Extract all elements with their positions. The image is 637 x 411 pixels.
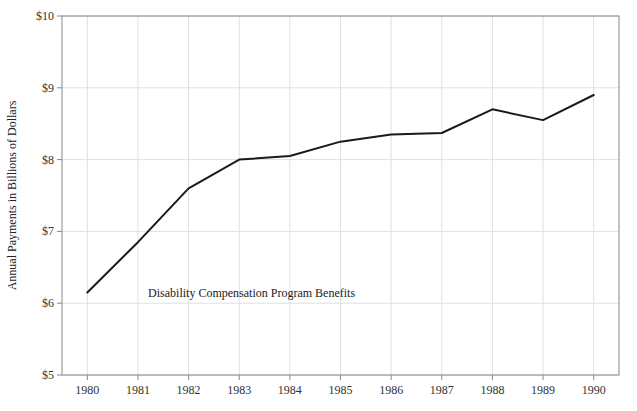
y-tick-label: $6 [42,296,54,310]
x-tick-label: 1987 [430,383,454,397]
chart: $5$6$7$8$9$10198019811982198319841985198… [0,0,637,411]
x-tick [137,375,138,380]
x-tick [340,375,341,380]
x-grid-line [593,16,594,375]
x-grid-line [289,16,290,375]
x-tick [441,375,442,380]
x-grid-line [492,16,493,375]
x-grid-line [543,16,544,375]
x-tick [289,375,290,380]
x-tick-label: 1985 [329,383,353,397]
x-tick-label: 1983 [227,383,251,397]
x-tick-label: 1990 [582,383,606,397]
grid [62,16,619,375]
x-tick-label: 1981 [126,383,150,397]
x-tick-label: 1986 [379,383,403,397]
x-tick [593,375,594,380]
x-tick-label: 1982 [177,383,201,397]
x-tick [391,375,392,380]
x-tick-label: 1980 [75,383,99,397]
x-grid-line [441,16,442,375]
y-tick-label: $9 [42,81,54,95]
x-grid-line [239,16,240,375]
y-tick [57,159,62,160]
y-tick [57,375,62,376]
y-tick [57,16,62,17]
data-line [87,95,593,292]
y-tick-label: $10 [36,9,54,23]
x-tick [492,375,493,380]
y-tick [57,303,62,304]
chart-container: $5$6$7$8$9$10198019811982198319841985198… [0,0,637,411]
x-tick [188,375,189,380]
x-tick [87,375,88,380]
x-grid-line [188,16,189,375]
x-tick [239,375,240,380]
x-grid-line [340,16,341,375]
annotation: Disability Compensation Program Benefits [148,286,355,300]
x-grid-line [391,16,392,375]
x-grid-line [87,16,88,375]
y-axis: $5 $6 $7 $8 $9 $10 [36,9,62,382]
x-tick-label: 1989 [531,383,555,397]
x-tick [543,375,544,380]
x-grid-line [137,16,138,375]
y-axis-label: Annual Payments in Billions of Dollars [5,100,19,290]
plot-marks [87,95,593,292]
x-tick-label: 1988 [480,383,504,397]
y-tick-label: $8 [42,153,54,167]
x-axis: 1980 1981 1982 1983 1984 1985 1986 1987 1988 1989… [75,375,605,397]
y-tick [57,87,62,88]
annotations: Disability Compensation Program Benefits [148,286,355,300]
plot-frame [62,16,619,375]
y-tick [57,231,62,232]
x-tick-label: 1984 [278,383,302,397]
y-tick-label: $7 [42,224,54,238]
background [0,0,637,411]
y-tick-label: $5 [42,368,54,382]
